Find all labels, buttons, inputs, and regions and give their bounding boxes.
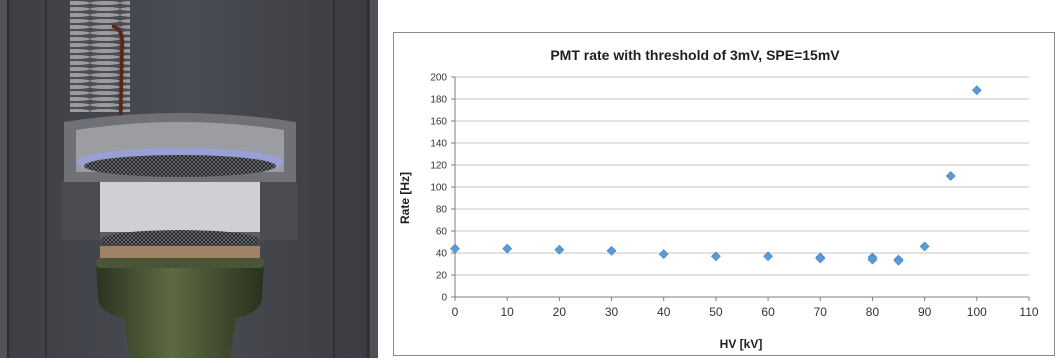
y-tick-label: 40 bbox=[436, 249, 448, 260]
x-tick-label: 30 bbox=[605, 305, 619, 319]
axes bbox=[451, 76, 1030, 301]
data-point bbox=[815, 253, 826, 264]
data-point bbox=[554, 244, 565, 255]
x-tick-label: 50 bbox=[709, 305, 723, 319]
data-point bbox=[867, 254, 878, 265]
y-tick-labels: 0 20 40 60 80 100 120 140 160 180 200 bbox=[430, 73, 447, 304]
x-tick-label: 100 bbox=[967, 305, 987, 319]
upper-mesh-grid bbox=[84, 155, 276, 177]
chart-panel: PMT rate with threshold of 3mV, SPE=15mV… bbox=[393, 32, 1055, 356]
x-tick-label: 20 bbox=[553, 305, 567, 319]
data-point bbox=[502, 243, 513, 254]
pmt-render-image bbox=[0, 0, 378, 358]
x-tick-label: 90 bbox=[918, 305, 932, 319]
lower-mesh-grid bbox=[100, 230, 260, 250]
y-tick-label: 100 bbox=[430, 183, 447, 194]
scatter-chart: PMT rate with threshold of 3mV, SPE=15mV… bbox=[393, 32, 1055, 356]
y-tick-label: 200 bbox=[430, 73, 447, 84]
data-point bbox=[606, 245, 617, 256]
chart-frame bbox=[393, 32, 1055, 356]
signal-wire bbox=[111, 24, 125, 151]
data-point bbox=[710, 251, 721, 262]
chart-title: PMT rate with threshold of 3mV, SPE=15mV bbox=[550, 47, 840, 63]
y-tick-label: 0 bbox=[441, 293, 447, 304]
y-tick-label: 180 bbox=[430, 95, 447, 106]
data-point bbox=[971, 85, 982, 96]
data-point bbox=[893, 255, 904, 266]
data-point bbox=[919, 241, 930, 252]
x-axis-label: HV [kV] bbox=[720, 337, 763, 351]
x-tick-label: 0 bbox=[452, 305, 459, 319]
x-tick-label: 80 bbox=[866, 305, 880, 319]
pmt-body bbox=[96, 262, 264, 358]
y-tick-label: 20 bbox=[436, 271, 448, 282]
pmt-cross-section-illustration bbox=[0, 0, 378, 358]
x-tick-label: 40 bbox=[657, 305, 671, 319]
y-tick-label: 80 bbox=[436, 205, 448, 216]
x-tick-label: 10 bbox=[501, 305, 515, 319]
y-tick-label: 120 bbox=[430, 161, 447, 172]
x-tick-labels: 0 10 20 30 40 50 60 70 80 90 100 110 bbox=[452, 305, 1039, 319]
data-point bbox=[658, 249, 669, 260]
data-point bbox=[763, 251, 774, 262]
x-tick-label: 60 bbox=[761, 305, 775, 319]
y-tick-label: 140 bbox=[430, 139, 447, 150]
gridlines bbox=[455, 76, 1029, 276]
y-tick-label: 160 bbox=[430, 117, 447, 128]
y-tick-label: 60 bbox=[436, 227, 448, 238]
x-tick-label: 110 bbox=[1019, 305, 1038, 319]
data-point bbox=[945, 171, 956, 181]
y-axis-label: Rate [Hz] bbox=[398, 172, 412, 224]
x-tick-label: 70 bbox=[814, 305, 828, 319]
data-point bbox=[450, 243, 460, 254]
data-points bbox=[450, 85, 982, 266]
